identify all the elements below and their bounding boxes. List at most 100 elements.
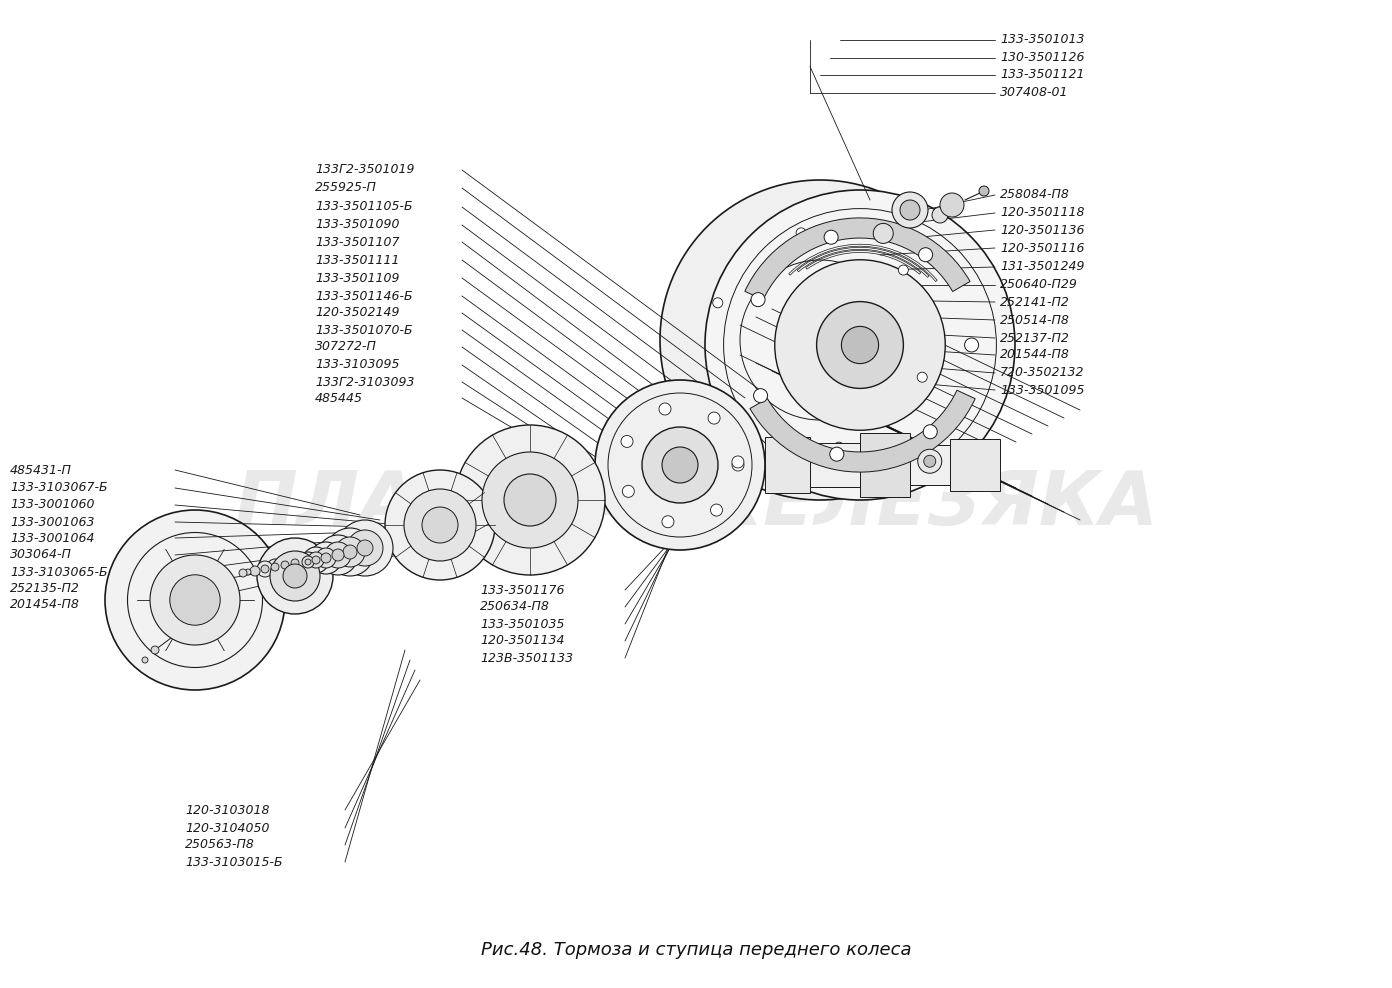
Circle shape bbox=[251, 566, 260, 576]
Circle shape bbox=[713, 297, 722, 308]
Text: 255925-П: 255925-П bbox=[315, 182, 377, 195]
Circle shape bbox=[324, 542, 351, 568]
Circle shape bbox=[312, 556, 320, 564]
Circle shape bbox=[305, 559, 310, 565]
Polygon shape bbox=[860, 433, 910, 497]
Text: 133-3501109: 133-3501109 bbox=[315, 272, 400, 285]
Circle shape bbox=[277, 557, 292, 573]
Text: 133-3103065-Б: 133-3103065-Б bbox=[10, 565, 107, 579]
Polygon shape bbox=[810, 443, 860, 487]
Text: 133-3501105-Б: 133-3501105-Б bbox=[315, 201, 412, 213]
Text: 133-3501107: 133-3501107 bbox=[315, 235, 400, 249]
Circle shape bbox=[342, 545, 356, 559]
Text: 123В-3501133: 123В-3501133 bbox=[480, 651, 574, 665]
Circle shape bbox=[150, 555, 239, 645]
Polygon shape bbox=[766, 437, 810, 493]
Circle shape bbox=[335, 537, 365, 567]
Text: 250514-П8: 250514-П8 bbox=[999, 313, 1070, 326]
Text: 485445: 485445 bbox=[315, 391, 363, 404]
Text: 307408-01: 307408-01 bbox=[999, 87, 1069, 100]
Text: 201544-П8: 201544-П8 bbox=[999, 349, 1070, 362]
Circle shape bbox=[924, 455, 935, 467]
Circle shape bbox=[326, 528, 374, 576]
Text: 133-3103067-Б: 133-3103067-Б bbox=[10, 481, 107, 495]
Circle shape bbox=[271, 563, 278, 571]
Text: 133-3501035: 133-3501035 bbox=[480, 618, 565, 630]
Text: 120-3501134: 120-3501134 bbox=[480, 634, 565, 647]
Circle shape bbox=[892, 192, 928, 228]
Circle shape bbox=[347, 530, 383, 566]
Circle shape bbox=[796, 228, 806, 238]
Circle shape bbox=[270, 551, 320, 601]
Text: 252141-П2: 252141-П2 bbox=[999, 295, 1070, 308]
Circle shape bbox=[317, 535, 358, 575]
Text: 120-3501118: 120-3501118 bbox=[999, 206, 1084, 219]
Circle shape bbox=[262, 565, 269, 573]
Circle shape bbox=[621, 436, 633, 448]
Circle shape bbox=[283, 564, 308, 588]
Circle shape bbox=[817, 301, 903, 388]
Circle shape bbox=[258, 538, 333, 614]
Circle shape bbox=[663, 447, 697, 483]
Text: 133-3103015-Б: 133-3103015-Б bbox=[185, 856, 283, 868]
Circle shape bbox=[917, 450, 942, 473]
Text: 201454-П8: 201454-П8 bbox=[10, 599, 79, 612]
Circle shape bbox=[901, 200, 920, 220]
Circle shape bbox=[933, 207, 948, 223]
Text: 133-3501176: 133-3501176 bbox=[480, 584, 565, 597]
Circle shape bbox=[642, 427, 718, 503]
Circle shape bbox=[663, 516, 674, 528]
Text: 133-3501146-Б: 133-3501146-Б bbox=[315, 289, 412, 302]
Text: 133-3501095: 133-3501095 bbox=[999, 383, 1084, 396]
Wedge shape bbox=[750, 390, 976, 472]
Text: 250640-П29: 250640-П29 bbox=[999, 279, 1077, 291]
Circle shape bbox=[753, 388, 767, 403]
Circle shape bbox=[258, 561, 273, 577]
Text: 133-3001064: 133-3001064 bbox=[10, 532, 95, 544]
Circle shape bbox=[333, 549, 344, 561]
Text: 133-3501070-Б: 133-3501070-Б bbox=[315, 323, 412, 337]
Circle shape bbox=[979, 186, 988, 196]
Text: 133-3501013: 133-3501013 bbox=[999, 34, 1084, 46]
Circle shape bbox=[622, 485, 635, 497]
Circle shape bbox=[287, 555, 303, 571]
Text: 120-3501116: 120-3501116 bbox=[999, 241, 1084, 255]
Text: 120-3104050: 120-3104050 bbox=[185, 821, 270, 835]
Polygon shape bbox=[949, 439, 999, 491]
Text: 133-3501111: 133-3501111 bbox=[315, 254, 400, 267]
Circle shape bbox=[917, 372, 927, 382]
Text: 303064-П: 303064-П bbox=[10, 548, 72, 561]
Circle shape bbox=[322, 553, 331, 563]
Circle shape bbox=[965, 338, 979, 352]
Text: 130-3501126: 130-3501126 bbox=[999, 51, 1084, 64]
Wedge shape bbox=[745, 218, 970, 299]
Circle shape bbox=[104, 510, 285, 690]
Circle shape bbox=[594, 380, 766, 550]
Circle shape bbox=[482, 452, 578, 548]
Text: 133-3501090: 133-3501090 bbox=[315, 218, 400, 231]
Text: 133-3001060: 133-3001060 bbox=[10, 499, 95, 512]
Text: 720-3502132: 720-3502132 bbox=[999, 367, 1084, 379]
Circle shape bbox=[830, 448, 844, 461]
Circle shape bbox=[422, 507, 458, 543]
Circle shape bbox=[504, 474, 555, 526]
Circle shape bbox=[245, 569, 251, 575]
Text: 120-3501136: 120-3501136 bbox=[999, 223, 1084, 236]
Text: 252137-П2: 252137-П2 bbox=[999, 332, 1070, 345]
Circle shape bbox=[710, 504, 722, 516]
Text: 485431-П: 485431-П bbox=[10, 463, 72, 476]
Circle shape bbox=[709, 412, 720, 424]
Circle shape bbox=[386, 470, 496, 580]
Circle shape bbox=[267, 559, 283, 575]
Circle shape bbox=[658, 403, 671, 415]
Circle shape bbox=[752, 292, 766, 306]
Circle shape bbox=[834, 443, 844, 453]
Text: ПЛАНЕТА-ЖЕЛЕЗЯКА: ПЛАНЕТА-ЖЕЛЕЗЯКА bbox=[234, 468, 1158, 541]
Circle shape bbox=[775, 260, 945, 430]
Circle shape bbox=[316, 548, 335, 568]
Text: 133-3103095: 133-3103095 bbox=[315, 359, 400, 371]
Circle shape bbox=[239, 569, 246, 577]
Text: 252135-П2: 252135-П2 bbox=[10, 582, 79, 595]
Text: 120-3502149: 120-3502149 bbox=[315, 306, 400, 319]
Circle shape bbox=[923, 425, 937, 439]
